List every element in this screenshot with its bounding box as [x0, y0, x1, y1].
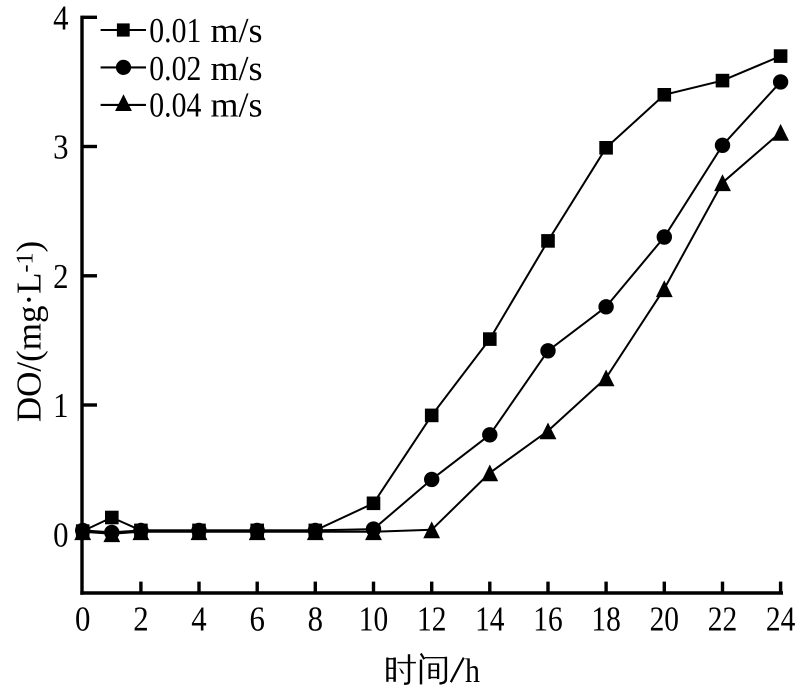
- svg-text:12: 12: [417, 600, 446, 639]
- svg-text:18: 18: [591, 600, 620, 639]
- svg-text:14: 14: [475, 600, 504, 639]
- svg-text:0.02: 0.02: [149, 49, 201, 88]
- svg-text:h: h: [465, 653, 480, 687]
- svg-text:3: 3: [53, 128, 68, 167]
- svg-text:0.01: 0.01: [149, 11, 201, 50]
- svg-text:m/s: m/s: [211, 11, 263, 50]
- svg-text:10: 10: [359, 600, 388, 639]
- svg-text:6: 6: [250, 600, 265, 639]
- svg-text:0.04: 0.04: [149, 86, 201, 125]
- svg-text:m/s: m/s: [211, 86, 263, 125]
- svg-text:24: 24: [766, 600, 795, 639]
- svg-text:4: 4: [191, 600, 206, 639]
- svg-text:0: 0: [53, 515, 68, 554]
- svg-text:2: 2: [53, 257, 68, 296]
- svg-text:8: 8: [308, 600, 323, 639]
- svg-text:1: 1: [53, 386, 68, 425]
- svg-text:4: 4: [53, 0, 68, 37]
- svg-text:2: 2: [133, 600, 148, 639]
- svg-text:22: 22: [708, 600, 737, 639]
- svg-text:0: 0: [75, 600, 90, 639]
- svg-text:m/s: m/s: [211, 49, 263, 88]
- svg-text:20: 20: [650, 600, 679, 639]
- svg-text:16: 16: [533, 600, 562, 639]
